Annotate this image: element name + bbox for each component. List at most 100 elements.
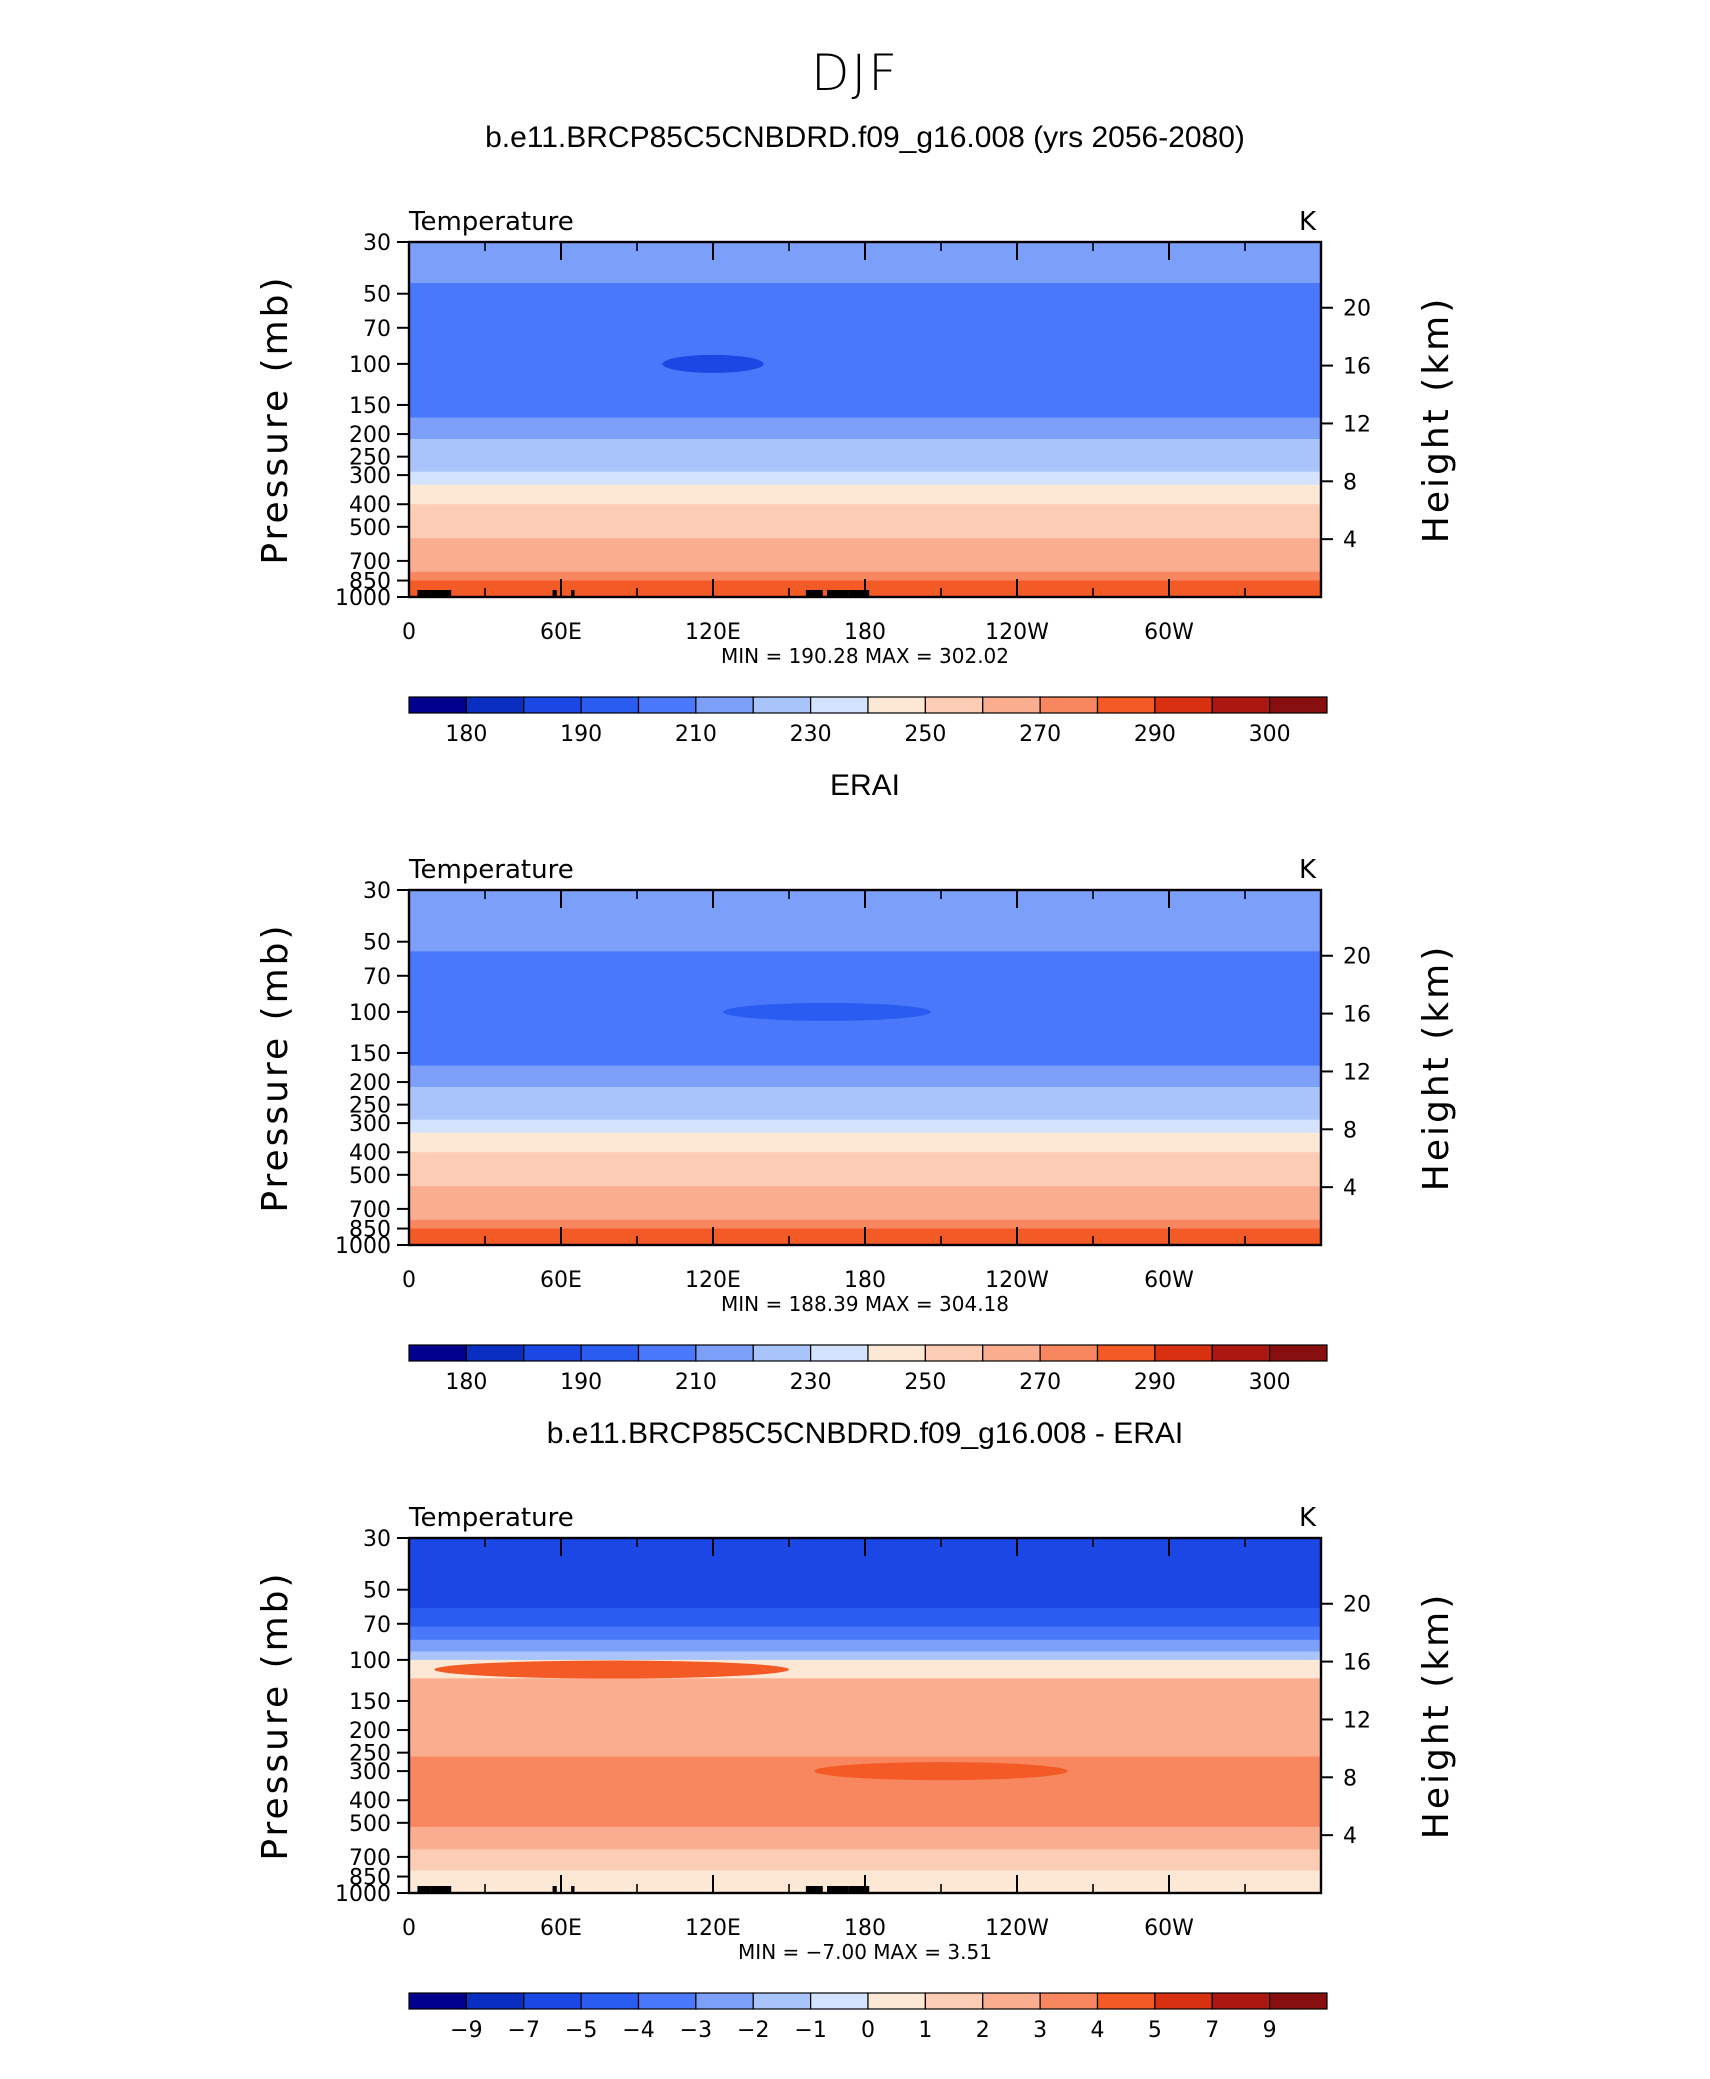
colorbar-label: 210 (675, 1370, 717, 1395)
colorbar-label: 270 (1019, 722, 1061, 747)
y-tick-label: 100 (349, 1649, 391, 1674)
colorbar-box (637, 1992, 697, 2010)
x-tick-label: 120W (985, 1916, 1049, 1941)
colorbar-box (810, 1344, 869, 1362)
units-label: K (1299, 855, 1317, 885)
x-tick-label: 0 (402, 620, 416, 645)
x-tick-label: 120W (985, 1268, 1049, 1293)
y2-axis-title: Height (km) (1416, 296, 1457, 543)
y-tick-label: 850 (349, 1866, 391, 1891)
contour-band (409, 1087, 1321, 1106)
figure-title: DJF (810, 44, 899, 102)
colorbar-label: 290 (1134, 1370, 1176, 1395)
colorbar-label: −7 (508, 2018, 540, 2043)
contour-band (409, 1132, 1321, 1153)
colorbar-box (465, 1344, 525, 1362)
orography-mask (417, 1886, 431, 1893)
y2-tick-label: 20 (1343, 1593, 1371, 1618)
y2-tick-label: 12 (1343, 412, 1371, 437)
contour-band (409, 283, 1321, 304)
colorbar-box (523, 1992, 582, 2010)
colorbar-box (1096, 696, 1156, 714)
colorbar-box (523, 1344, 582, 1362)
contour-band (409, 520, 1321, 539)
y-tick-label: 100 (349, 353, 391, 378)
y-tick-label: 250 (349, 1742, 391, 1767)
orography-mask (442, 590, 452, 597)
panel-2: ERAI Temperature K 0 60E 120E 180 120W 60W 30 50 70… (255, 769, 1457, 1395)
colorbar-box (1039, 1344, 1099, 1362)
colorbar-label: 180 (445, 1370, 487, 1395)
colorbar-box (810, 1992, 869, 2010)
variable-label: Temperature (408, 207, 574, 237)
contour-band (409, 557, 1321, 573)
contour-band (409, 571, 1321, 582)
panel-title: b.e11.BRCP85C5CNBDRD.f09_g16.008 - ERAI (547, 1417, 1183, 1450)
contour-band (409, 1186, 1321, 1207)
colorbar-box (465, 1992, 525, 2010)
colorbar-box (867, 1344, 926, 1362)
contour-band (409, 1168, 1321, 1187)
colorbar-box (580, 696, 640, 714)
colorbar-label: 9 (1263, 2018, 1277, 2043)
y2-tick-label: 12 (1343, 1060, 1371, 1085)
orography-mask (827, 590, 849, 597)
colorbar-box (982, 1992, 1041, 2010)
y2-axis-title: Height (km) (1416, 944, 1457, 1191)
y-tick-label: 700 (349, 1198, 391, 1223)
y-tick-label: 700 (349, 550, 391, 575)
y-tick-label: 400 (349, 493, 391, 518)
colorbar-label: 230 (790, 1370, 832, 1395)
contour-feature (814, 1762, 1068, 1781)
colorbar-label: −4 (622, 2018, 654, 2043)
y2-tick-label: 16 (1343, 355, 1371, 380)
y-tick-label: 300 (349, 464, 391, 489)
contour-band (409, 1826, 1321, 1850)
contour-band (409, 1205, 1321, 1221)
contour-band (409, 1045, 1321, 1067)
colorbar-box (1211, 1344, 1271, 1362)
orography-mask (805, 590, 823, 597)
y2-tick-label: 16 (1343, 1651, 1371, 1676)
contour-band (409, 363, 1321, 383)
contour-band (409, 1678, 1321, 1731)
colorbar-label: 5 (1148, 2018, 1162, 2043)
colorbar-box (1269, 1344, 1328, 1362)
colorbar-box (924, 1992, 984, 2010)
y-tick-label: 150 (349, 394, 391, 419)
x-tick-label: 0 (402, 1268, 416, 1293)
y2-tick-label: 20 (1343, 297, 1371, 322)
orography-mask (417, 590, 431, 597)
colorbar-label: 210 (675, 722, 717, 747)
orography-mask (827, 1886, 849, 1893)
colorbar: 180 190 210 230 250 270 290 300 (408, 696, 1328, 747)
y-tick-label: 150 (349, 1690, 391, 1715)
x-tick-label: 60E (540, 620, 582, 645)
y-tick-label: 30 (363, 1527, 391, 1552)
y-tick-label: 850 (349, 570, 391, 595)
y-tick-label: 300 (349, 1760, 391, 1785)
colorbar-box (408, 1992, 467, 2010)
contour-band (409, 1585, 1321, 1609)
contour-band (409, 303, 1321, 365)
colorbar-label: 7 (1205, 2018, 1219, 2043)
y-tick-label: 150 (349, 1042, 391, 1067)
y-tick-label: 70 (363, 1613, 391, 1638)
panel-title: b.e11.BRCP85C5CNBDRD.f09_g16.008 (yrs 20… (485, 121, 1245, 154)
contour-band (409, 1152, 1321, 1170)
contour-band (409, 1011, 1321, 1031)
colorbar-box (637, 1344, 697, 1362)
contour-band (409, 484, 1321, 505)
contour-band (409, 951, 1321, 1013)
y2-tick-label: 20 (1343, 945, 1371, 970)
contour-band (409, 1608, 1321, 1628)
y-tick-label: 50 (363, 283, 391, 308)
contour-band (409, 1119, 1321, 1134)
colorbar-box (695, 696, 754, 714)
colorbar-box (1039, 696, 1099, 714)
colorbar-label: −1 (794, 2018, 826, 2043)
orography-mask (805, 1886, 823, 1893)
y-tick-label: 1000 (335, 1234, 391, 1259)
y-tick-label: 500 (349, 1164, 391, 1189)
y-tick-label: 850 (349, 1218, 391, 1243)
